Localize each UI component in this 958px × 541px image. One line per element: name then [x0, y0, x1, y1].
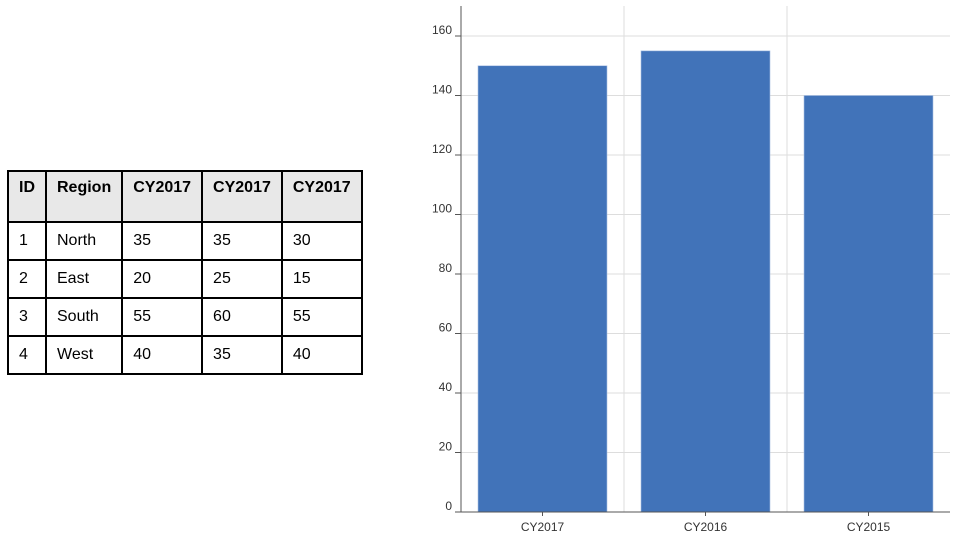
table-row: 2 East 20 25 15	[7, 259, 363, 299]
table-cell: 55	[280, 297, 363, 337]
y-tick-label: 120	[432, 142, 452, 156]
y-tick-label: 60	[439, 321, 453, 335]
table-cell: 20	[121, 259, 204, 299]
table-cell: North	[44, 221, 124, 261]
table-cell: 60	[201, 297, 283, 337]
y-tick-label: 160	[432, 23, 452, 37]
x-tick-label: CY2016	[684, 520, 728, 534]
table-cell: 35	[201, 335, 283, 375]
header-cell: CY2017	[201, 170, 283, 223]
table-cell: 1	[7, 221, 47, 261]
table-cell: 40	[280, 335, 363, 375]
table-row: 3 South 55 60 55	[7, 297, 363, 337]
table-header-row: ID Region CY2017 CY2017 CY2017	[7, 170, 363, 223]
table-cell: 55	[121, 297, 204, 337]
header-cell: Region	[44, 170, 124, 223]
bar	[640, 50, 771, 513]
table-cell: 3	[7, 297, 47, 337]
header-cell: CY2017	[280, 170, 363, 223]
data-table: ID Region CY2017 CY2017 CY2017 1 North 35 3…	[7, 170, 363, 375]
table-cell: 40	[121, 335, 204, 375]
table-cell: 30	[280, 221, 363, 261]
x-tick-label: CY2015	[847, 520, 891, 534]
y-tick-label: 80	[439, 261, 453, 275]
header-cell: ID	[7, 170, 47, 223]
table-cell: 35	[201, 221, 283, 261]
y-tick-label: 40	[439, 380, 453, 394]
table-cell: 35	[121, 221, 204, 261]
header-cell: CY2017	[121, 170, 204, 223]
table-cell: 4	[7, 335, 47, 375]
table-cell: 2	[7, 259, 47, 299]
table-cell: 15	[280, 259, 363, 299]
y-tick-label: 100	[432, 202, 452, 216]
table-cell: East	[44, 259, 124, 299]
y-tick-label: 140	[432, 83, 452, 97]
y-tick-label: 0	[445, 499, 452, 513]
x-tick-label: CY2017	[521, 520, 565, 534]
bar	[803, 95, 934, 513]
table-row: 1 North 35 35 30	[7, 221, 363, 261]
table-cell: 25	[201, 259, 283, 299]
table-row: 4 West 40 35 40	[7, 335, 363, 375]
table-cell: South	[44, 297, 124, 337]
table-cell: West	[44, 335, 124, 375]
bar	[477, 65, 608, 513]
y-tick-label: 20	[439, 440, 453, 454]
